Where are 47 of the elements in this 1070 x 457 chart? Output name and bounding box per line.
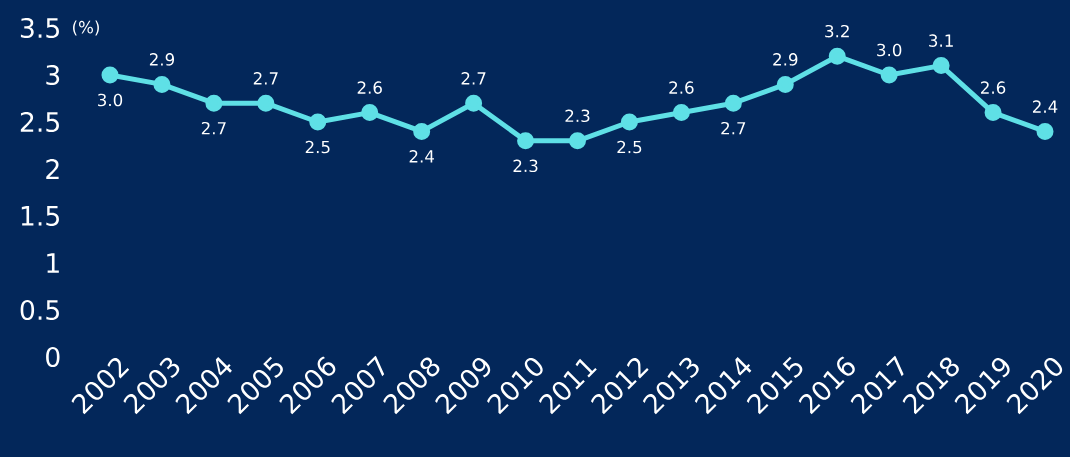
y-axis-title: (%) xyxy=(73,20,99,36)
y-tick-label: 3.5 xyxy=(20,17,59,39)
data-label: 3.2 xyxy=(825,24,849,38)
point xyxy=(620,113,638,131)
data-label: 2.3 xyxy=(513,159,538,173)
point xyxy=(672,104,690,122)
data-label: 2.7 xyxy=(201,121,226,135)
point xyxy=(569,132,587,150)
y-tick-label: 2.5 xyxy=(20,111,59,133)
data-label: 2.7 xyxy=(461,72,486,85)
data-label: 2.7 xyxy=(721,121,746,135)
y-tick-label: 0.5 xyxy=(20,299,59,321)
data-label: 2.9 xyxy=(773,53,798,66)
y-tick-label: 2 xyxy=(46,159,59,179)
data-label: 2.5 xyxy=(305,140,330,154)
point xyxy=(465,94,483,112)
point xyxy=(724,94,742,112)
data-label: 2.3 xyxy=(565,109,590,123)
y-tick-label: 1.5 xyxy=(21,206,59,226)
point xyxy=(1036,122,1054,140)
y-tick-label: 0 xyxy=(46,346,60,368)
data-label: 3.0 xyxy=(98,93,123,107)
point xyxy=(361,104,379,122)
data-label: 2.5 xyxy=(617,140,642,154)
data-label: 2.6 xyxy=(669,81,694,94)
data-label: 3.1 xyxy=(929,34,953,47)
point xyxy=(880,66,898,84)
data-label: 2.4 xyxy=(1032,100,1058,113)
point xyxy=(153,75,171,93)
data-label: 2.6 xyxy=(357,81,382,94)
point xyxy=(205,94,223,112)
data-label: 3.0 xyxy=(877,43,902,57)
data-label: 2.7 xyxy=(253,72,278,85)
point xyxy=(309,113,327,131)
data-label: 2.6 xyxy=(981,81,1006,94)
point xyxy=(776,75,794,93)
point xyxy=(932,57,950,75)
point xyxy=(257,94,275,112)
data-label: 2.4 xyxy=(409,150,434,163)
y-tick-label: 3 xyxy=(46,64,60,86)
y-tick-label: 1 xyxy=(47,253,59,273)
point xyxy=(413,122,431,140)
data-label: 2.9 xyxy=(149,53,175,66)
point xyxy=(828,47,846,65)
point xyxy=(517,132,535,150)
point xyxy=(984,104,1002,122)
point xyxy=(101,66,119,84)
